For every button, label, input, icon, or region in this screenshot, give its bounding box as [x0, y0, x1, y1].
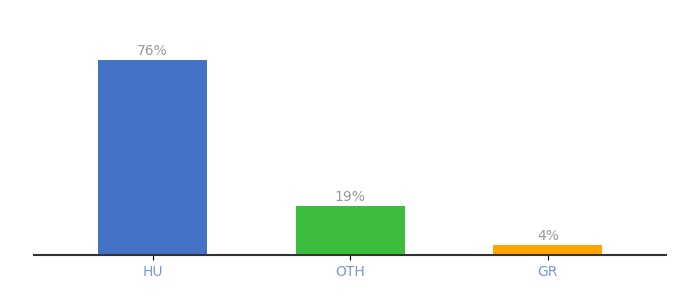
Bar — [494, 245, 602, 255]
Text: 19%: 19% — [335, 190, 366, 204]
Bar — [98, 60, 207, 255]
Text: 4%: 4% — [537, 229, 559, 243]
Bar — [296, 206, 405, 255]
Text: 76%: 76% — [137, 44, 168, 58]
